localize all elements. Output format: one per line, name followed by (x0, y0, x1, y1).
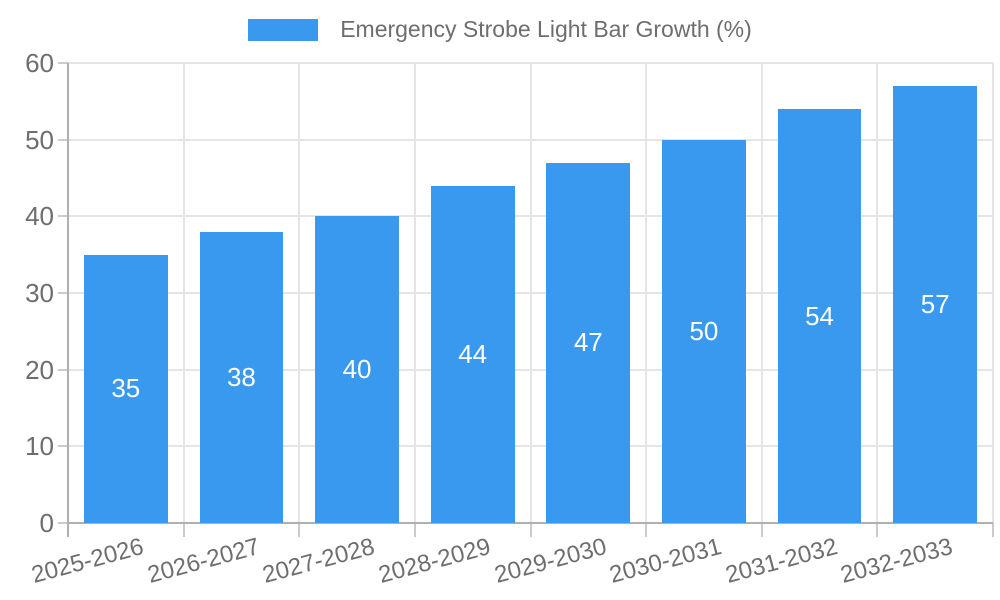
y-axis-tick (58, 138, 68, 141)
y-axis-tick (58, 215, 68, 218)
bar[interactable]: 54 (777, 109, 862, 523)
x-axis-tick-label: 2026-2027 (144, 533, 263, 589)
y-axis-tick-label: 50 (25, 124, 54, 155)
x-axis-tick (760, 523, 763, 537)
bar-value-label: 44 (458, 338, 488, 369)
bar-value-label: 57 (920, 289, 950, 319)
bar[interactable]: 57 (893, 86, 978, 523)
bar[interactable]: 38 (199, 231, 284, 523)
y-axis-tick-label: 60 (25, 48, 54, 78)
gridline-vertical (645, 63, 648, 523)
x-axis-tick (413, 523, 416, 537)
y-axis-tick-label: 10 (25, 431, 54, 462)
gridline-vertical (876, 63, 879, 523)
bar-value-label: 35 (111, 373, 141, 404)
gridline-vertical (760, 63, 763, 523)
bar[interactable]: 50 (662, 139, 746, 523)
x-axis-tick-label: 2031-2032 (722, 533, 841, 589)
x-axis-tick-label: 2029-2030 (491, 533, 610, 589)
y-axis-tick (58, 62, 68, 64)
y-axis-tick (58, 445, 68, 448)
y-axis-tick-label: 40 (25, 201, 54, 232)
y-axis-line (67, 63, 69, 537)
x-axis-tick (182, 523, 185, 537)
bar-value-label: 47 (573, 327, 603, 358)
y-axis-tick-label: 0 (39, 508, 54, 538)
legend-label: Emergency Strobe Light Bar Growth (%) (340, 16, 752, 42)
bar-value-label: 38 (226, 361, 256, 392)
y-axis-tick-label: 20 (25, 354, 54, 385)
gridline-vertical (182, 63, 185, 523)
x-axis-tick (876, 523, 879, 537)
gridline-vertical (298, 63, 301, 523)
gridline-vertical (992, 63, 994, 523)
bar-value-label: 50 (689, 315, 719, 346)
x-axis-tick-label: 2028-2029 (375, 533, 494, 589)
legend[interactable]: Emergency Strobe Light Bar Growth (%) (0, 16, 1000, 43)
x-axis-tick (992, 523, 994, 537)
x-axis-tick-label: 2032-2033 (838, 533, 956, 589)
y-axis-tick-label: 30 (25, 278, 54, 308)
bar-value-label: 54 (805, 300, 835, 331)
bar[interactable]: 40 (315, 216, 399, 523)
y-axis-tick (58, 292, 68, 294)
x-axis-tick (298, 523, 301, 537)
legend-swatch-icon (248, 18, 319, 41)
x-axis-tick-label: 2027-2028 (259, 533, 378, 589)
gridline-vertical (529, 63, 532, 523)
bar[interactable]: 44 (430, 185, 515, 523)
x-axis-tick-label: 2030-2031 (606, 533, 725, 589)
x-axis-tick (529, 523, 532, 537)
x-axis-tick (645, 523, 648, 537)
bar[interactable]: 35 (83, 254, 168, 523)
bar-value-label: 40 (342, 354, 372, 385)
x-axis-tick-label: 2025-2026 (28, 533, 147, 589)
gridline-vertical (413, 63, 416, 523)
x-axis-line (68, 522, 993, 524)
y-axis-tick (58, 522, 68, 524)
y-axis-tick (58, 368, 68, 371)
bar[interactable]: 47 (546, 162, 631, 523)
